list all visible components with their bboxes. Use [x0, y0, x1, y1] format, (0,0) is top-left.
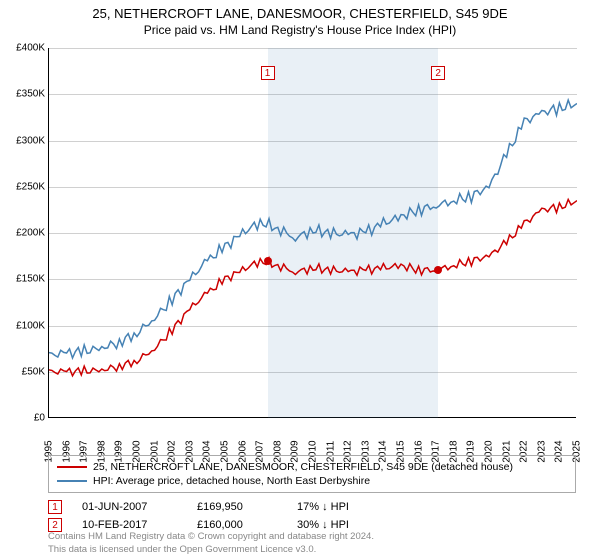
sale-price-1: £169,950 — [197, 501, 277, 513]
sale-price-2: £160,000 — [197, 519, 277, 531]
legend: 25, NETHERCROFT LANE, DANESMOOR, CHESTER… — [48, 455, 576, 493]
sale-marker-label: 1 — [261, 66, 275, 80]
sale-delta-1: 17% ↓ HPI — [297, 501, 349, 513]
sale-date-2: 10-FEB-2017 — [82, 519, 177, 531]
y-tick-label: £50K — [3, 366, 45, 377]
sale-dot — [264, 257, 272, 265]
sale-dot — [434, 266, 442, 274]
sale-row-1: 1 01-JUN-2007 £169,950 17% ↓ HPI — [48, 500, 576, 514]
plot: £0£50K£100K£150K£200K£250K£300K£350K£400… — [48, 48, 576, 418]
chart-title: 25, NETHERCROFT LANE, DANESMOOR, CHESTER… — [0, 0, 600, 23]
footer: Contains HM Land Registry data © Crown c… — [48, 531, 374, 556]
footer-line-1: Contains HM Land Registry data © Crown c… — [48, 531, 374, 543]
y-tick-label: £0 — [3, 413, 45, 424]
sale-row-2: 2 10-FEB-2017 £160,000 30% ↓ HPI — [48, 518, 576, 532]
footer-line-2: This data is licensed under the Open Gov… — [48, 544, 374, 556]
legend-item: HPI: Average price, detached house, Nort… — [57, 474, 567, 488]
sale-marker-label: 2 — [431, 66, 445, 80]
sale-marker-1: 1 — [48, 500, 62, 514]
y-tick-label: £150K — [3, 274, 45, 285]
sale-delta-2: 30% ↓ HPI — [297, 519, 349, 531]
y-tick-label: £350K — [3, 89, 45, 100]
sale-date-1: 01-JUN-2007 — [82, 501, 177, 513]
y-tick-label: £200K — [3, 228, 45, 239]
y-tick-label: £100K — [3, 320, 45, 331]
chart-area: £0£50K£100K£150K£200K£250K£300K£350K£400… — [48, 48, 576, 418]
y-tick-label: £300K — [3, 135, 45, 146]
sale-marker-2: 2 — [48, 518, 62, 532]
line-svg — [49, 48, 577, 418]
y-tick-label: £400K — [3, 43, 45, 54]
legend-item: 25, NETHERCROFT LANE, DANESMOOR, CHESTER… — [57, 460, 567, 474]
y-tick-label: £250K — [3, 181, 45, 192]
chart-subtitle: Price paid vs. HM Land Registry's House … — [0, 23, 600, 37]
